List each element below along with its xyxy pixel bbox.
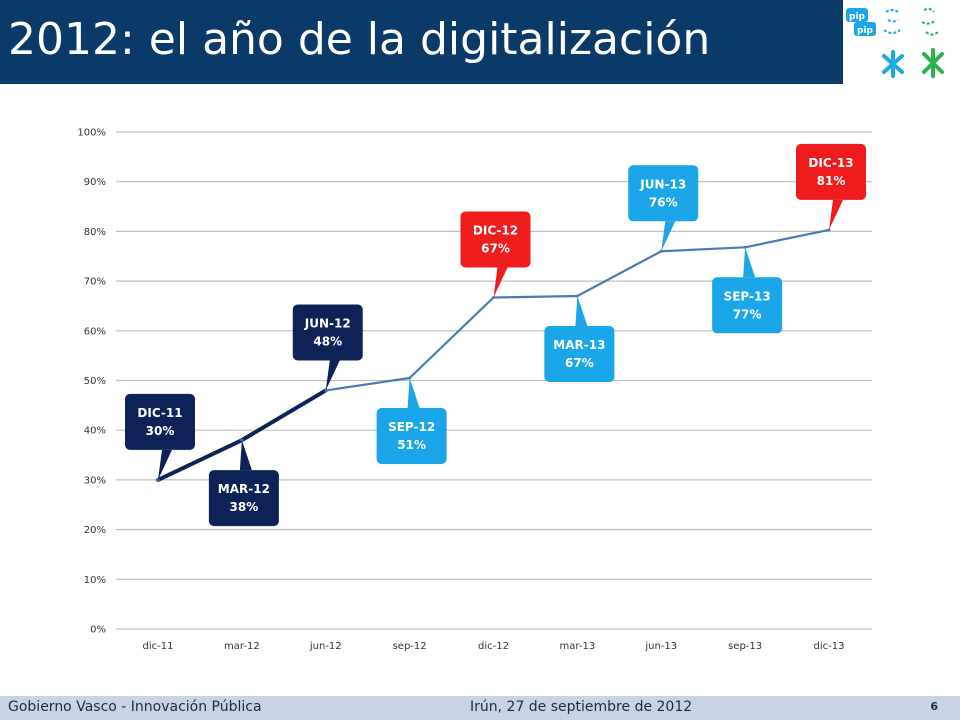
callout-jun-13: JUN-13 76% — [628, 165, 699, 252]
callout-date: SEP-12 — [388, 420, 435, 434]
footer-date: Irún, 27 de septiembre de 2012 — [470, 699, 693, 715]
y-tick-label: 60% — [84, 326, 106, 337]
callout-date: SEP-13 — [724, 289, 771, 303]
callout-pointer — [158, 449, 172, 480]
callout-pointer — [239, 440, 252, 471]
callout-value: 38% — [230, 500, 259, 514]
slide-title: 2012: el año de la digitalización — [8, 14, 711, 65]
callout-value: 76% — [649, 195, 678, 209]
x-tick-label: jun-12 — [309, 641, 342, 652]
callout-jun-12: JUN-12 48% — [292, 304, 363, 391]
x-tick-label: mar-13 — [560, 641, 596, 652]
x-tick-label: dic-13 — [814, 641, 845, 652]
callout-pointer — [829, 199, 843, 230]
callout-box — [460, 211, 531, 268]
callout-box — [125, 393, 195, 450]
callout-mar-12: MAR-12 38% — [208, 440, 279, 527]
callout-sep-13: SEP-13 77% — [712, 247, 783, 334]
footer-organization: Gobierno Vasco - Innovación Pública — [8, 699, 262, 715]
x-tick-label: mar-12 — [224, 641, 260, 652]
callout-value: 30% — [146, 424, 175, 438]
y-tick-label: 40% — [84, 426, 106, 437]
callout-sep-12: SEP-12 51% — [376, 378, 447, 465]
callout-value: 67% — [565, 356, 594, 370]
x-tick-label: sep-13 — [728, 641, 762, 652]
y-tick-label: 20% — [84, 525, 106, 536]
x-tick-label: dic-12 — [478, 641, 509, 652]
footer: Gobierno Vasco - Innovación Pública Irún… — [0, 696, 960, 720]
pip-logo-icon: pip pip — [846, 2, 956, 82]
callout-pointer — [743, 247, 756, 278]
chart: 0% 10% 20% 30% 40% 50% 60% 70% 80% 90% 100% dic-11 m… — [0, 84, 960, 696]
title-bar: 2012: el año de la digitalización — [0, 0, 843, 84]
line-chart: 0% 10% 20% 30% 40% 50% 60% 70% 80% 90% 100% dic-11 m… — [77, 128, 872, 652]
x-tick-label: sep-12 — [393, 641, 427, 652]
callout-dic-11: DIC-11 30% — [125, 393, 195, 480]
callout-date: DIC-12 — [473, 224, 518, 238]
callout-pointer — [661, 221, 676, 252]
callout-value: 51% — [397, 438, 426, 452]
y-tick-label: 10% — [84, 575, 106, 586]
page-number: 6 — [930, 700, 938, 713]
callout-date: JUN-13 — [639, 177, 686, 191]
callout-value: 77% — [733, 307, 762, 321]
callout-dic-13: DIC-13 81% — [796, 143, 866, 230]
svg-text:pip: pip — [849, 12, 866, 22]
callout-mar-13: MAR-13 67% — [544, 296, 615, 383]
y-tick-label: 0% — [90, 625, 106, 636]
callout-value: 67% — [481, 242, 510, 256]
callout-dic-12: DIC-12 67% — [460, 211, 531, 298]
callout-box — [208, 470, 279, 527]
callout-date: DIC-11 — [137, 406, 182, 420]
callout-box — [628, 165, 699, 222]
callout-pointer — [493, 267, 508, 298]
callout-date: JUN-12 — [304, 316, 351, 330]
callout-date: MAR-13 — [553, 338, 605, 352]
svg-text:pip: pip — [857, 26, 874, 36]
callout-box — [376, 408, 447, 465]
callout-box — [292, 304, 363, 361]
y-tick-label: 100% — [77, 128, 106, 139]
callout-box — [712, 277, 783, 334]
callout-value: 48% — [313, 334, 342, 348]
callout-box — [544, 326, 615, 383]
callout-box — [796, 143, 866, 200]
callout-date: MAR-12 — [218, 482, 270, 496]
x-tick-label: dic-11 — [143, 641, 174, 652]
y-tick-label: 50% — [84, 376, 106, 387]
callout-pointer — [407, 378, 420, 409]
y-tick-label: 30% — [84, 475, 106, 486]
y-tick-label: 80% — [84, 227, 106, 238]
callout-date: DIC-13 — [808, 156, 853, 170]
x-tick-label: jun-13 — [644, 641, 677, 652]
y-tick-label: 90% — [84, 177, 106, 188]
callout-pointer — [325, 360, 340, 391]
callout-pointer — [575, 296, 588, 327]
callout-value: 81% — [817, 174, 846, 188]
y-tick-label: 70% — [84, 277, 106, 288]
